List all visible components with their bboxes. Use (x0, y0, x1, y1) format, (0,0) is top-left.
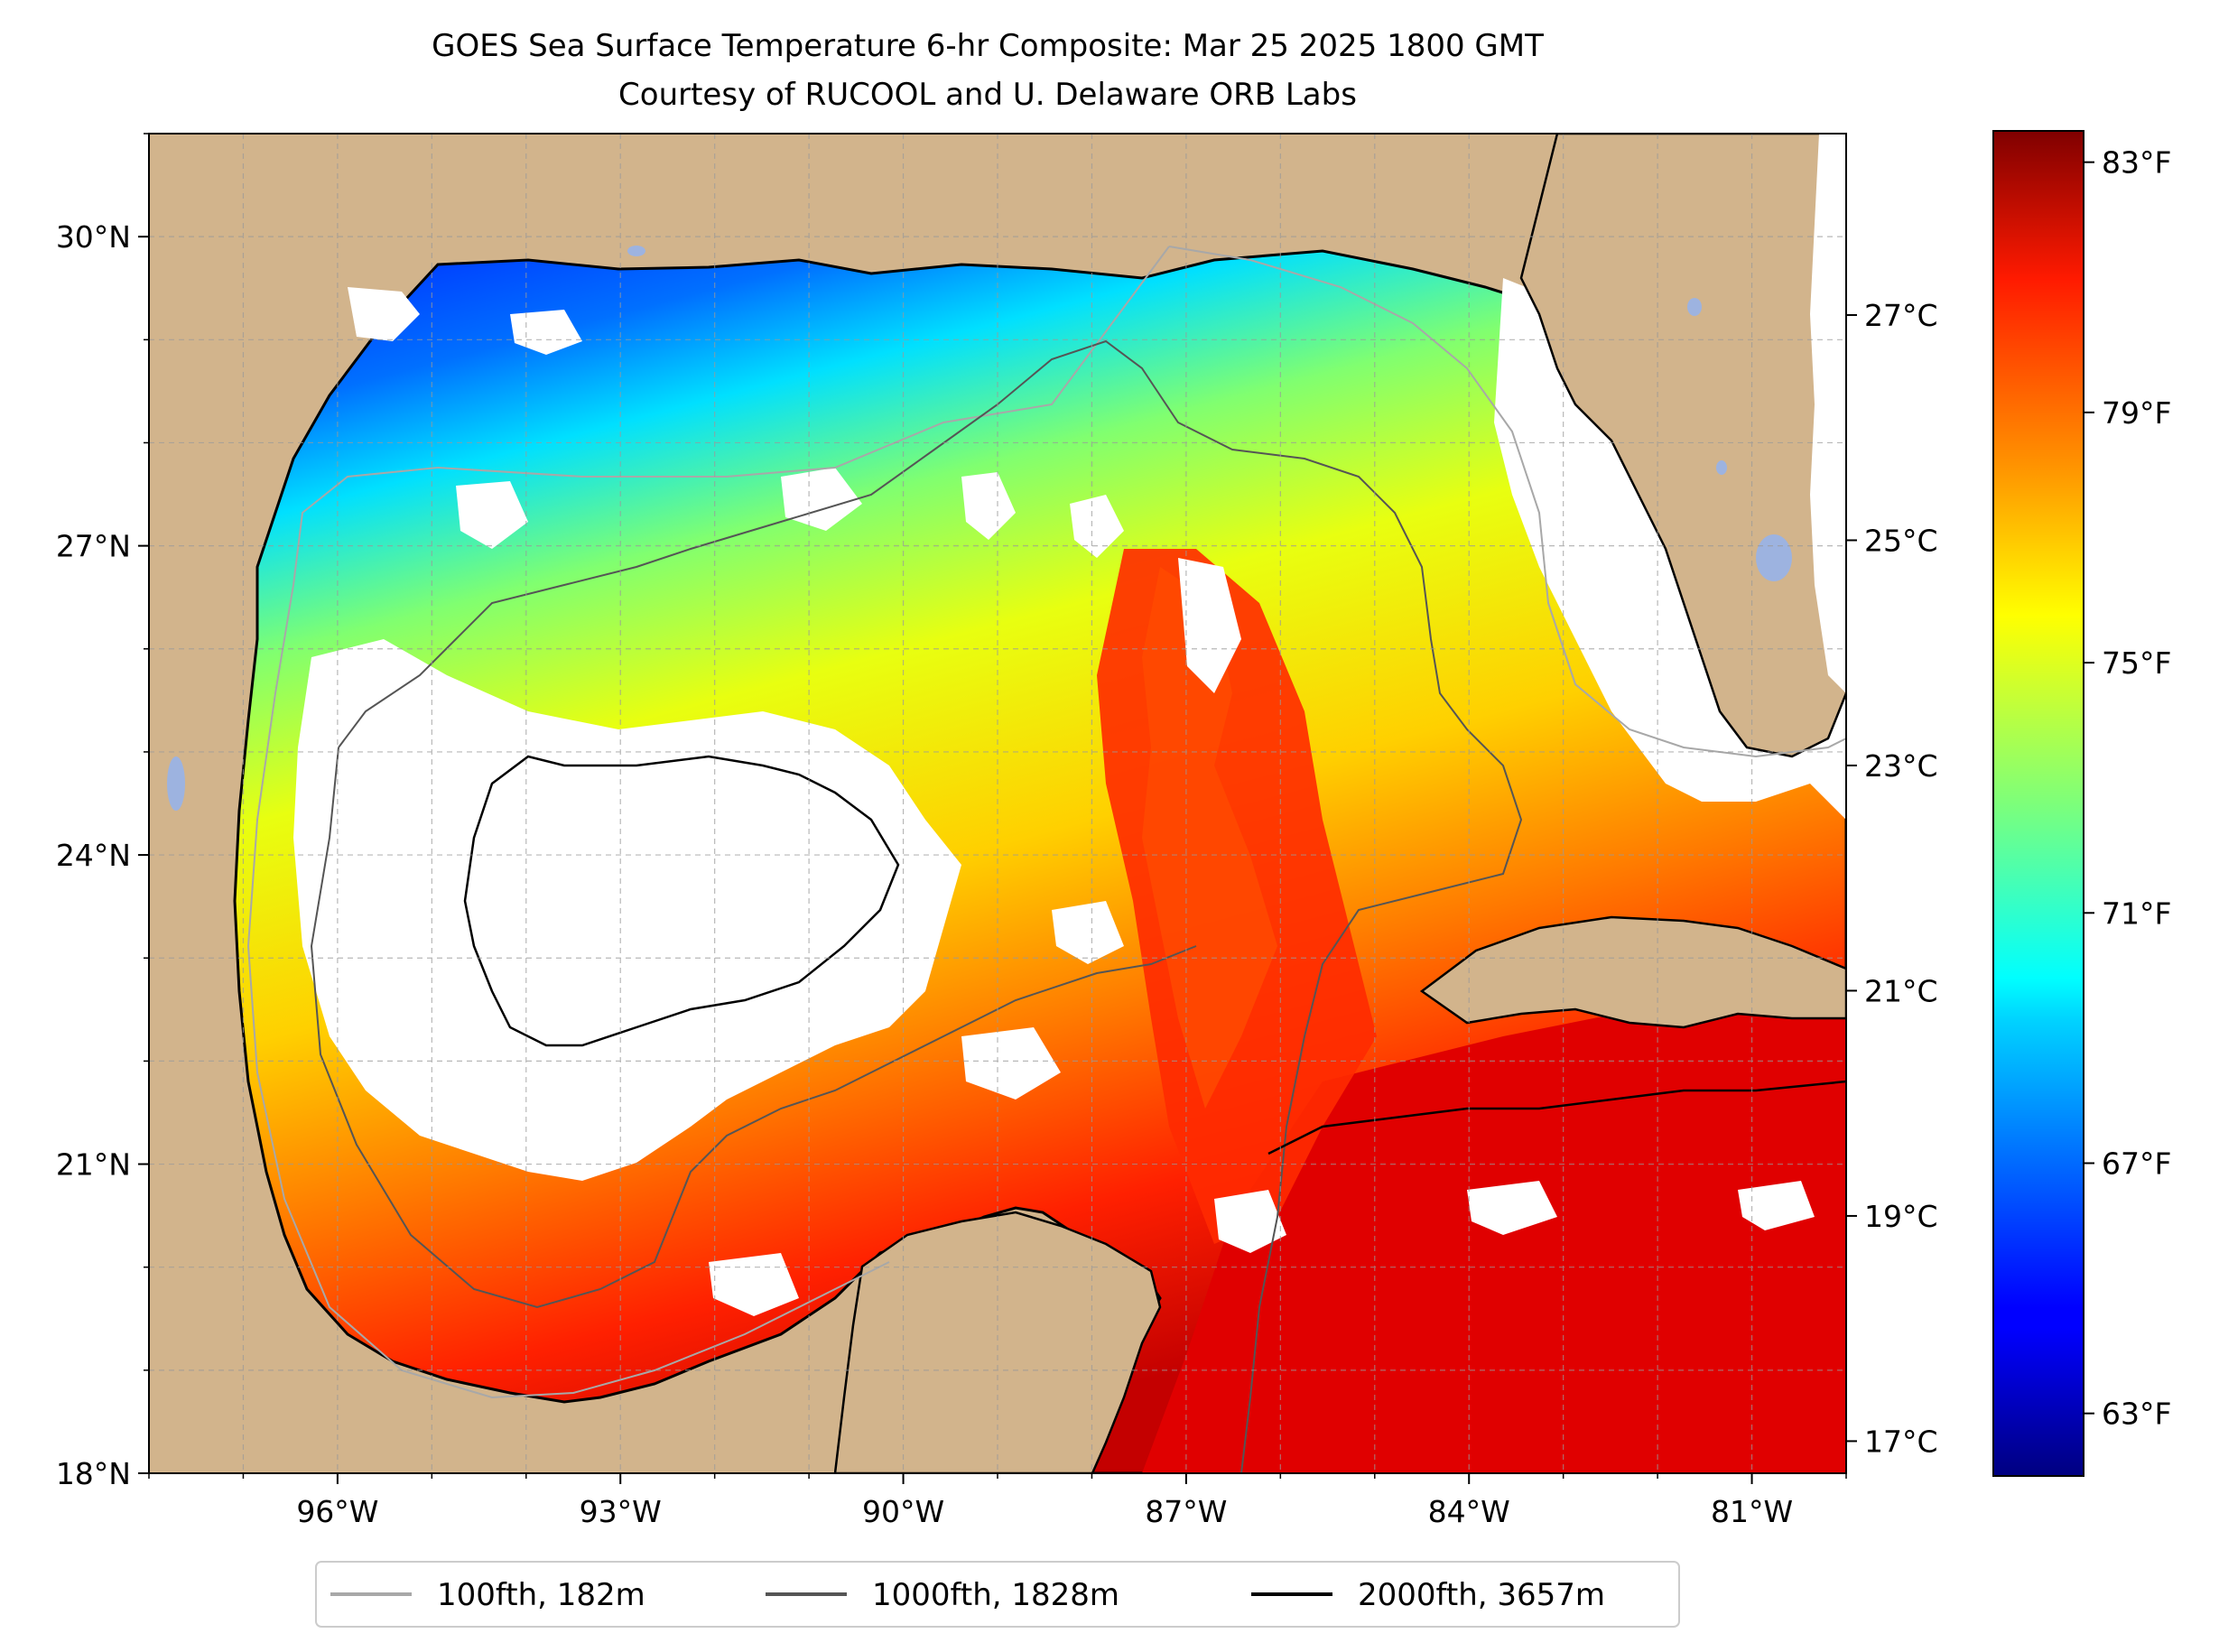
map-panel: 30°N 27°N 24°N 21°N 18°N 96°W 93°W 90°W 87°W 84°… (56, 133, 1847, 1529)
lat-tick-label: 30°N (56, 219, 131, 255)
florida-peninsula (1519, 134, 1846, 758)
contour-1000fth (310, 339, 1523, 1473)
lat-tick-label: 24°N (56, 838, 131, 873)
colorbar-f-label: 63°F (2102, 1397, 2171, 1432)
lon-tick-label: 93°W (580, 1494, 662, 1529)
lat-tick-label: 18°N (56, 1456, 131, 1491)
inland-lakes (167, 246, 1792, 811)
colorbar-celsius-axis: 27°C 25°C 23°C 21°C 19°C 17°C (1846, 298, 1938, 1459)
legend-label-2000fth: 2000fth, 3657m (1358, 1577, 1605, 1613)
colorbar-fahrenheit-axis: 83°F 79°F 75°F 71°F 67°F 63°F (2084, 145, 2171, 1432)
colorbar-c-label: 21°C (1864, 973, 1938, 1008)
lon-tick-label: 84°W (1428, 1494, 1510, 1529)
lon-tick-label: 90°W (862, 1494, 944, 1529)
colorbar-gradient (1992, 130, 2084, 1477)
longitude-axis: 96°W 93°W 90°W 87°W 84°W 81°W (148, 1473, 1847, 1529)
loop-current-core (1142, 567, 1277, 1109)
colorbar-f-label: 79°F (2102, 395, 2171, 431)
lat-tick-label: 27°N (56, 529, 131, 564)
cuba-island (1419, 915, 1846, 1029)
bathymetry-legend: 100fth, 182m 1000fth, 1828m 2000fth, 365… (315, 1561, 1680, 1628)
map-title-line2: Courtesy of RUCOOL and U. Delaware ORB L… (618, 77, 1357, 113)
lon-tick-label: 96°W (296, 1494, 378, 1529)
map-gridlines (149, 134, 1846, 1473)
latitude-axis: 30°N 27°N 24°N 21°N 18°N (56, 133, 149, 1491)
contour-100fth (1168, 246, 1846, 758)
colorbar-c-label: 19°C (1864, 1199, 1938, 1234)
legend-frame (315, 1561, 1680, 1628)
yucatan-peninsula (833, 1211, 1162, 1473)
colorbar-f-label: 67°F (2102, 1146, 2171, 1181)
colorbar-c-label: 23°C (1864, 748, 1938, 784)
legend-label-1000fth: 1000fth, 1828m (872, 1577, 1119, 1613)
lon-tick-label: 87°W (1145, 1494, 1227, 1529)
legend-label-100fth: 100fth, 182m (437, 1577, 645, 1613)
colorbar: 83°F 79°F 75°F 71°F 67°F 63°F (1992, 130, 2171, 1477)
colorbar-c-label: 17°C (1864, 1424, 1938, 1459)
atlantic-no-data (1810, 134, 1846, 693)
colorbar-f-label: 75°F (2102, 645, 2171, 681)
map-title-line1: GOES Sea Surface Temperature 6-hr Compos… (432, 28, 1544, 64)
colorbar-f-label: 71°F (2102, 896, 2171, 931)
colorbar-c-label: 25°C (1864, 523, 1938, 558)
contour-2000fth (463, 755, 1846, 1155)
colorbar-f-label: 83°F (2102, 145, 2171, 181)
lon-tick-label: 81°W (1711, 1494, 1793, 1529)
colorbar-c-label: 27°C (1864, 298, 1938, 333)
lat-tick-label: 21°N (56, 1147, 131, 1183)
